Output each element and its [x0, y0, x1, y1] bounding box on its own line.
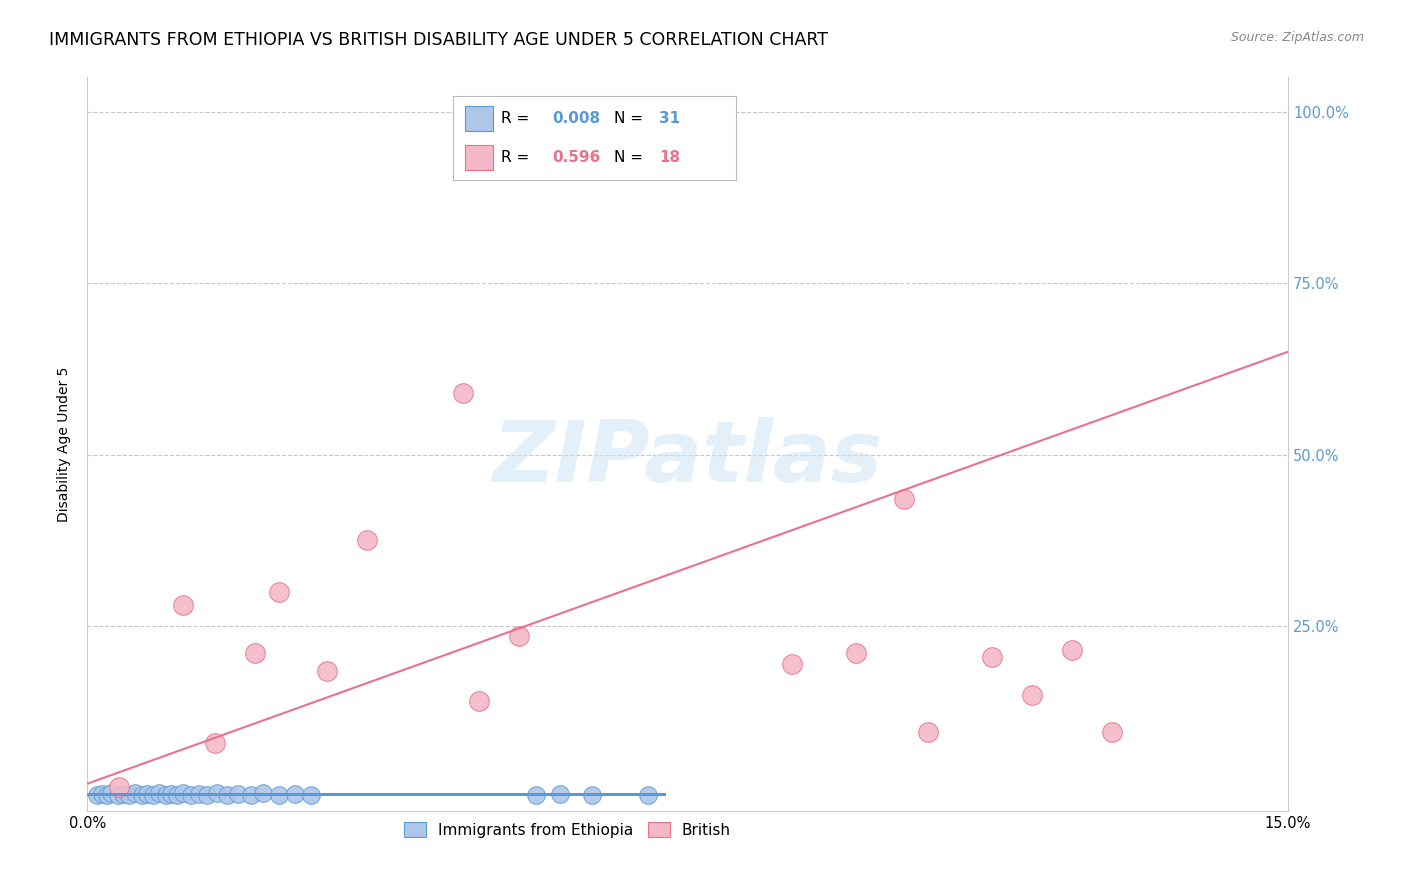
Point [252, 786, 274, 800]
Point [299, 788, 322, 802]
Point [108, 780, 131, 794]
Point [195, 788, 218, 802]
Point [581, 788, 603, 802]
Point [316, 664, 339, 678]
Point [240, 788, 263, 802]
Point [1101, 725, 1123, 739]
Point [217, 789, 239, 803]
Point [269, 584, 291, 599]
Point [548, 787, 571, 801]
Point [160, 787, 183, 801]
Point [142, 788, 165, 802]
Point [637, 789, 659, 803]
Point [245, 647, 267, 661]
Text: Source: ZipAtlas.com: Source: ZipAtlas.com [1230, 31, 1364, 45]
Point [917, 725, 939, 739]
Point [284, 787, 307, 801]
Point [86, 789, 108, 803]
Point [893, 492, 915, 507]
Point [131, 789, 153, 803]
Point [1060, 643, 1083, 657]
Point [148, 786, 170, 800]
Point [112, 787, 135, 801]
Point [204, 736, 226, 750]
Legend: Immigrants from Ethiopia, British: Immigrants from Ethiopia, British [398, 816, 737, 844]
Point [226, 787, 249, 801]
Point [845, 647, 868, 661]
Point [453, 385, 475, 400]
Text: IMMIGRANTS FROM ETHIOPIA VS BRITISH DISABILITY AGE UNDER 5 CORRELATION CHART: IMMIGRANTS FROM ETHIOPIA VS BRITISH DISA… [49, 31, 828, 49]
Point [508, 629, 530, 643]
Point [107, 789, 129, 803]
Point [468, 694, 491, 708]
Text: ZIPatlas: ZIPatlas [492, 417, 883, 500]
Point [172, 599, 194, 613]
Point [166, 788, 188, 802]
Point [188, 787, 211, 801]
Point [524, 789, 547, 803]
Point [269, 789, 291, 803]
Point [96, 788, 118, 802]
Point [980, 649, 1002, 664]
Point [124, 786, 146, 800]
Point [180, 789, 202, 803]
Point [172, 786, 194, 800]
Point [100, 786, 122, 800]
Point [205, 786, 228, 800]
Point [90, 787, 112, 801]
Y-axis label: Disability Age Under 5: Disability Age Under 5 [58, 367, 72, 522]
Point [118, 788, 141, 802]
Point [780, 657, 803, 671]
Point [136, 787, 159, 801]
Point [1021, 688, 1043, 702]
Point [356, 533, 378, 548]
Point [155, 789, 177, 803]
